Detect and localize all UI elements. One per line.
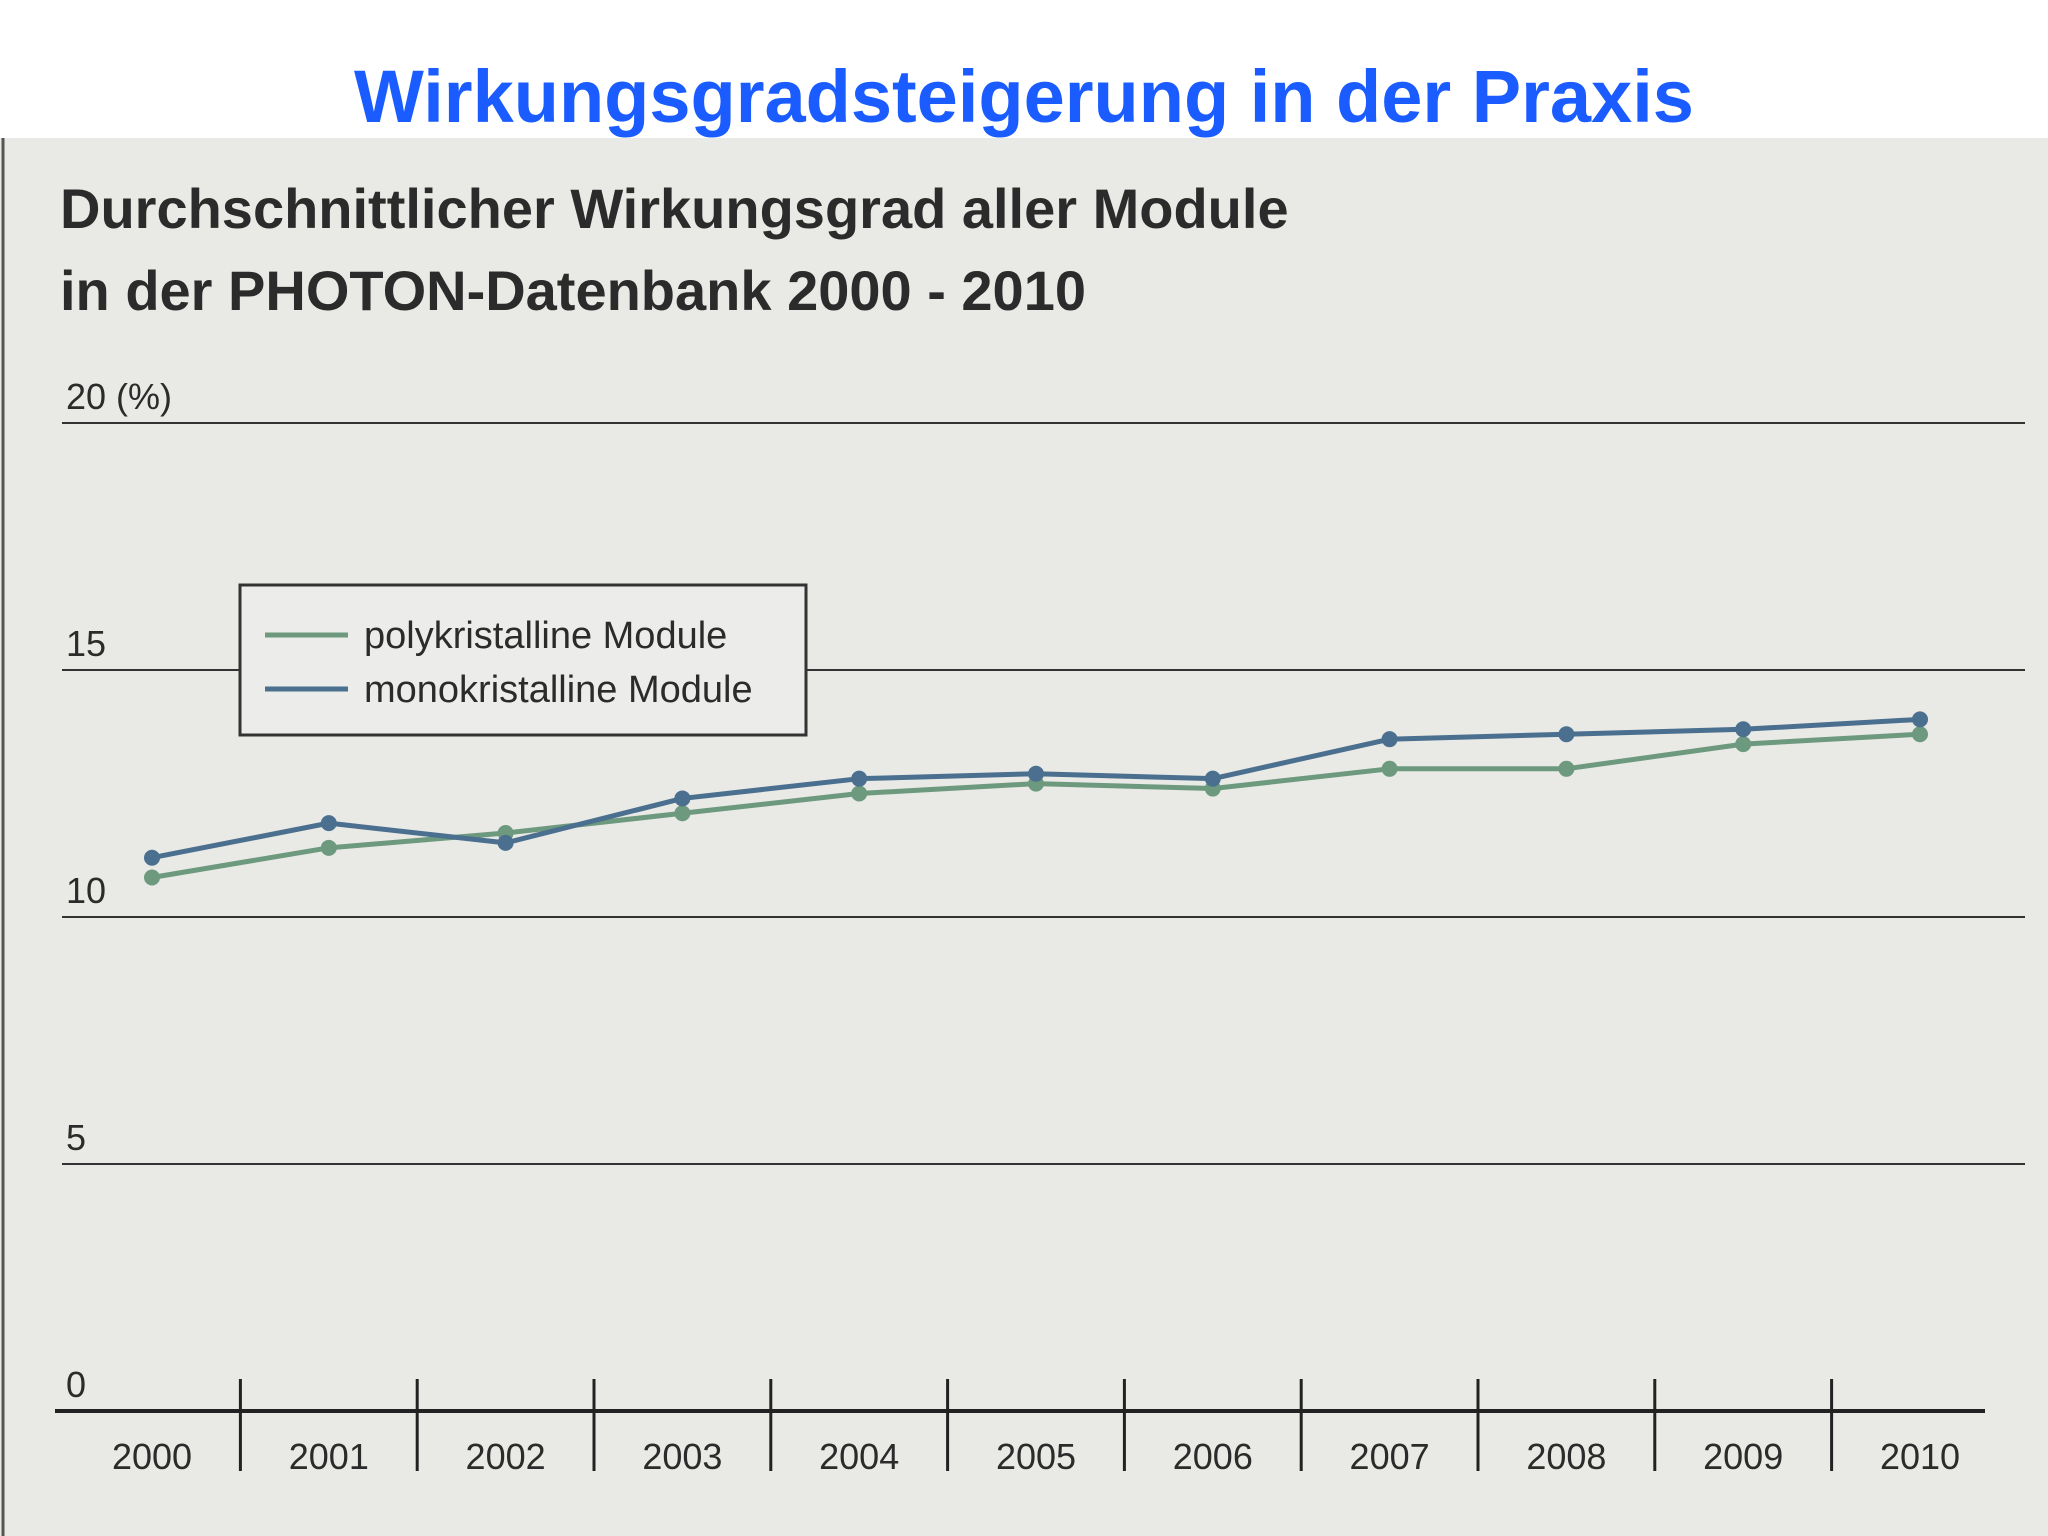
data-point-mono-2003 <box>674 790 691 807</box>
data-point-mono-2002 <box>497 834 514 851</box>
line-chart: Durchschnittlicher Wirkungsgrad aller Mo… <box>1 138 2025 1536</box>
data-series <box>144 711 1928 886</box>
data-point-mono-2000 <box>144 849 160 866</box>
data-point-poly-2009 <box>1735 736 1752 753</box>
y-tick-label-5: 5 <box>66 1117 86 1158</box>
data-point-poly-2001 <box>320 839 337 856</box>
legend-label-mono: monokristalline Module <box>364 669 753 711</box>
data-point-mono-2008 <box>1558 726 1575 743</box>
y-axis-ticks: 0 5 10 15 20 (%) <box>66 376 172 1405</box>
x-tick-label-2006: 2006 <box>1173 1436 1253 1477</box>
chart-subtitle: in der PHOTON-Datenbank 2000 - 2010 <box>60 259 1086 322</box>
legend-box <box>238 583 808 737</box>
legend-label-poly: polykristalline Module <box>364 615 727 657</box>
data-point-mono-2007 <box>1381 731 1398 748</box>
data-point-poly-2004 <box>851 785 868 802</box>
data-point-poly-2007 <box>1381 760 1398 777</box>
scanned-chart-panel: Durchschnittlicher Wirkungsgrad aller Mo… <box>0 138 2048 1536</box>
data-point-mono-2005 <box>1028 765 1044 782</box>
data-point-poly-2008 <box>1558 760 1575 777</box>
data-point-poly-2010 <box>1912 726 1928 743</box>
x-tick-label-2000: 2000 <box>112 1436 192 1477</box>
x-tick-label-2009: 2009 <box>1703 1436 1783 1477</box>
data-point-mono-2010 <box>1912 711 1928 728</box>
x-tick-label-2005: 2005 <box>996 1436 1076 1477</box>
chart-title: Durchschnittlicher Wirkungsgrad aller Mo… <box>60 177 1289 240</box>
data-point-mono-2004 <box>851 770 868 787</box>
y-tick-label-0: 0 <box>66 1364 86 1405</box>
x-tick-label-2003: 2003 <box>642 1436 722 1477</box>
series-line-poly <box>151 731 1921 880</box>
y-tick-label-20: 20 (%) <box>66 376 172 417</box>
x-tick-label-2004: 2004 <box>819 1436 899 1477</box>
gridlines <box>62 422 2025 1165</box>
data-point-mono-2006 <box>1204 770 1221 787</box>
data-point-poly-2003 <box>674 805 691 822</box>
x-tick-label-2008: 2008 <box>1526 1436 1606 1477</box>
legend: polykristalline Module monokristalline M… <box>238 583 808 737</box>
data-point-mono-2001 <box>320 815 337 832</box>
data-point-poly-2000 <box>144 869 160 886</box>
x-tick-label-2007: 2007 <box>1350 1436 1430 1477</box>
y-tick-label-10: 10 <box>66 870 106 911</box>
x-tick-label-2001: 2001 <box>289 1436 369 1477</box>
x-tick-label-2002: 2002 <box>466 1436 546 1477</box>
data-point-mono-2009 <box>1735 721 1752 738</box>
x-tick-label-2010: 2010 <box>1880 1436 1960 1477</box>
y-tick-label-15: 15 <box>66 623 106 664</box>
x-axis: 2000 2001 2002 2003 2004 2005 2006 2007 2008 2009… <box>55 1379 1985 1477</box>
slide-title: Wirkungsgradsteigerung in der Praxis <box>354 55 1694 138</box>
